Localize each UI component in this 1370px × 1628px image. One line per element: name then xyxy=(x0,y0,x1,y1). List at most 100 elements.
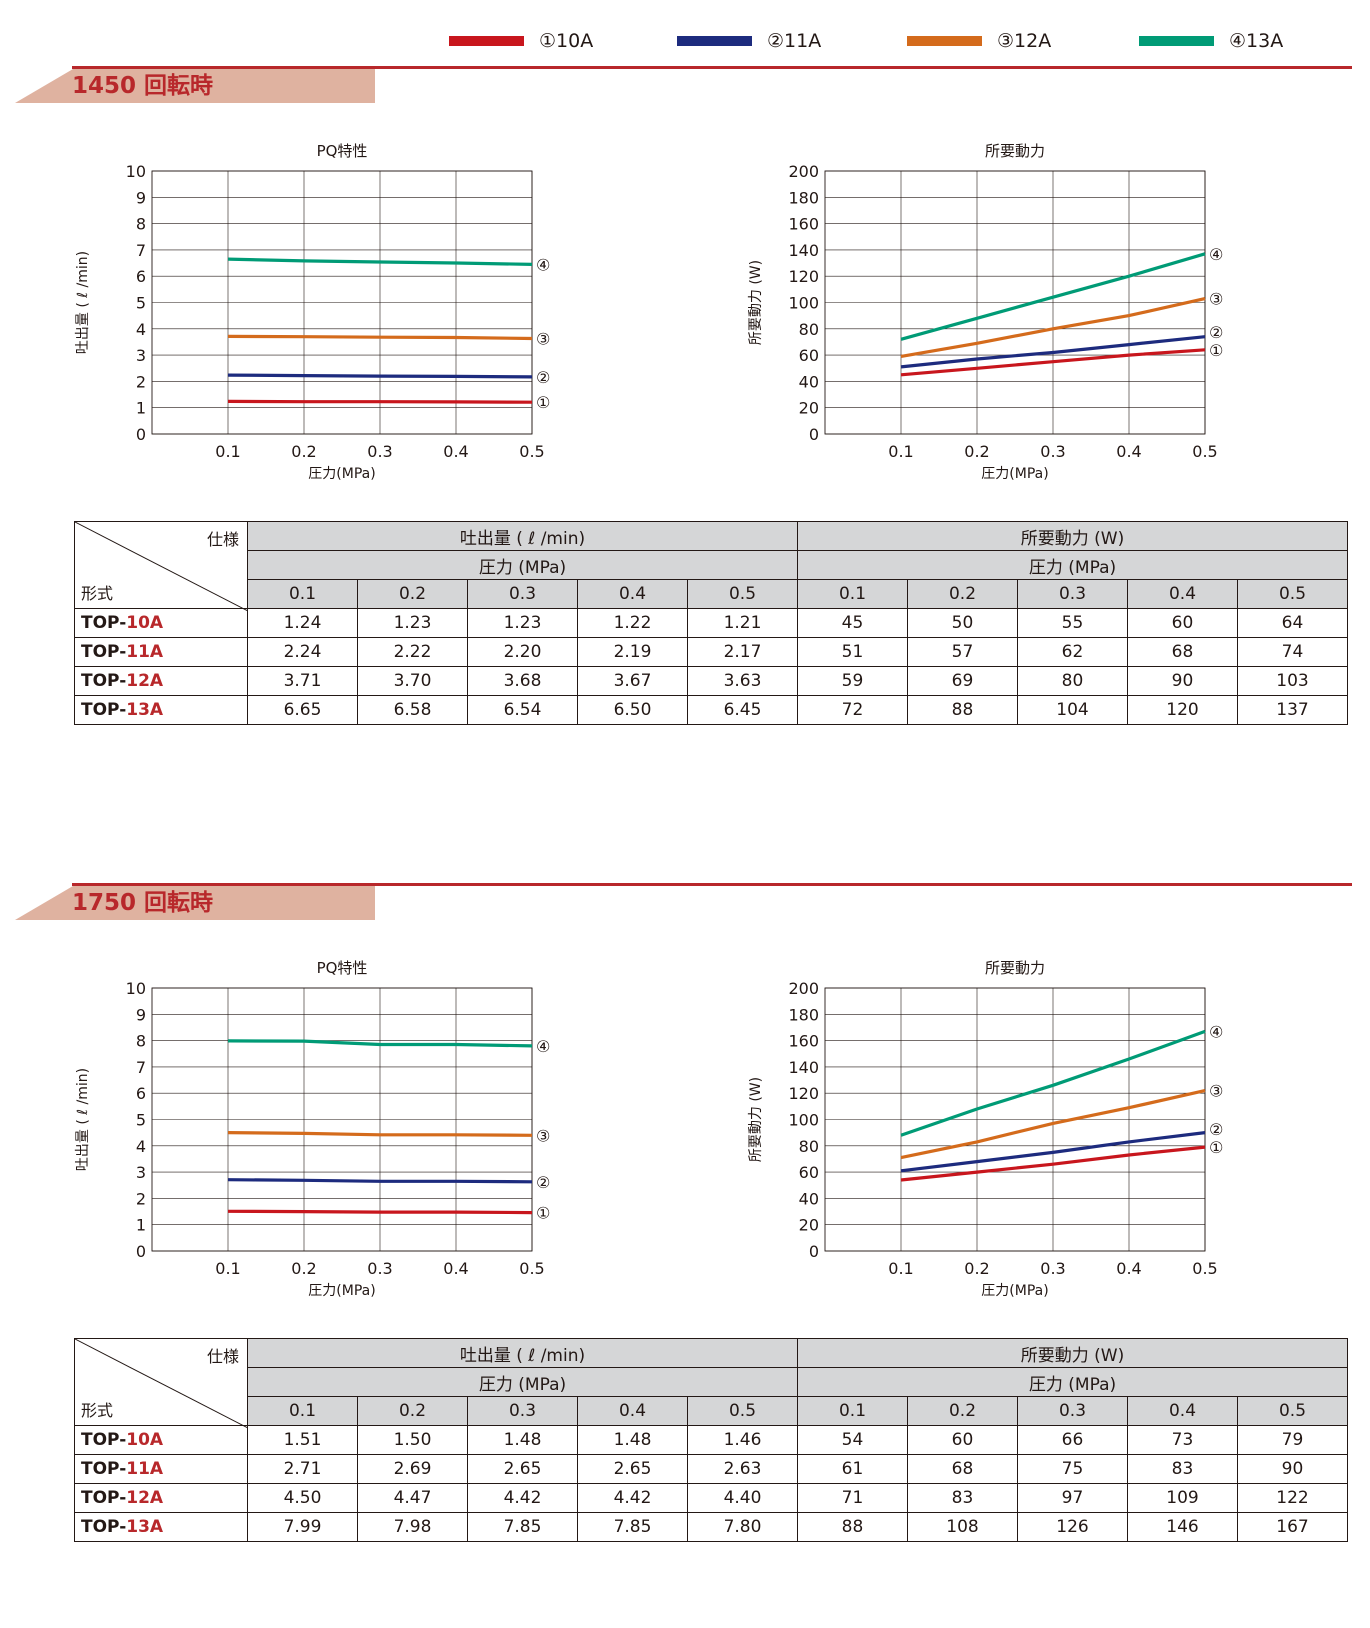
power-value-cell: 109 xyxy=(1127,1483,1238,1513)
plot-frame xyxy=(824,170,1206,435)
legend-swatch xyxy=(907,36,982,46)
y-tick-label: 60 xyxy=(799,346,819,365)
flow-value-cell: 7.85 xyxy=(577,1512,688,1542)
flow-value-cell: 3.68 xyxy=(467,666,578,696)
flow-value-cell: 3.67 xyxy=(577,666,688,696)
power-value-cell: 45 xyxy=(797,608,908,638)
model-prefix: TOP- xyxy=(81,1459,127,1479)
y-tick-label: 20 xyxy=(799,1216,819,1235)
y-tick-label: 3 xyxy=(136,1163,146,1182)
power-value-cell: 61 xyxy=(797,1454,908,1484)
section-tab xyxy=(15,69,375,103)
model-cell: TOP-10A xyxy=(74,1425,248,1455)
x-tick-label: 0.3 xyxy=(1040,1259,1065,1278)
power-value-cell: 59 xyxy=(797,666,908,696)
power-chart: 所要動力 0 20 40 60 80 100 120 140 160 180 200 0.1 0.2 0.3… xyxy=(735,948,1335,1308)
flow-value-cell: 6.54 xyxy=(467,695,578,725)
series-line-1 xyxy=(227,1209,533,1215)
power-value-cell: 90 xyxy=(1237,1454,1348,1484)
flow-value-cell: 1.24 xyxy=(247,608,358,638)
model-prefix: TOP- xyxy=(81,1430,127,1450)
power-value-cell: 68 xyxy=(1127,637,1238,667)
y-tick-label: 140 xyxy=(788,241,819,260)
y-tick-label: 6 xyxy=(136,1084,146,1103)
table-row: TOP-12A 4.50 4.47 4.42 4.42 4.40 71 83 97 109 122 xyxy=(74,1483,1348,1513)
x-axis-label: 圧力(MPa) xyxy=(981,466,1048,482)
series-line-2 xyxy=(227,1178,533,1184)
corner-diagonal xyxy=(75,522,248,611)
legend-label: ②11A xyxy=(767,30,822,52)
legend-swatch xyxy=(677,36,752,46)
model-number: 10A xyxy=(126,1430,164,1450)
power-value-cell: 104 xyxy=(1017,695,1128,725)
power-value-cell: 64 xyxy=(1237,608,1348,638)
power-value-cell: 60 xyxy=(907,1425,1018,1455)
model-cell: TOP-10A xyxy=(74,608,248,638)
power-value-cell: 88 xyxy=(797,1512,908,1542)
power-value-cell: 71 xyxy=(797,1483,908,1513)
flow-value-cell: 6.45 xyxy=(687,695,798,725)
power-value-cell: 80 xyxy=(1017,666,1128,696)
pressure-column-header: 0.4 xyxy=(1127,1396,1238,1426)
y-tick-label: 0 xyxy=(136,425,146,444)
pressure-column-header: 0.1 xyxy=(247,579,358,609)
section-title: 1750 回転時 xyxy=(72,890,214,916)
series-line-1 xyxy=(900,348,1206,377)
section-1750rpm: 1750 回転時 PQ特性 0 1 2 3 4 5 6 7 8 9 10 0.1 0.2 0.3 0.4 0.5… xyxy=(0,883,1370,1628)
legend-label: ③12A xyxy=(997,30,1052,52)
y-tick-label: 6 xyxy=(136,267,146,286)
y-tick-label: 2 xyxy=(136,1189,146,1208)
series-end-label: ③ xyxy=(536,330,550,349)
y-tick-label: 60 xyxy=(799,1163,819,1182)
pressure-column-header: 0.3 xyxy=(1017,579,1128,609)
series-end-label: ② xyxy=(1209,323,1223,342)
flow-value-cell: 6.50 xyxy=(577,695,688,725)
y-tick-label: 8 xyxy=(136,215,146,234)
power-value-cell: 66 xyxy=(1017,1425,1128,1455)
model-prefix: TOP- xyxy=(81,1517,127,1537)
power-value-cell: 167 xyxy=(1237,1512,1348,1542)
y-tick-label: 100 xyxy=(788,1111,819,1130)
model-cell: TOP-13A xyxy=(74,695,248,725)
x-tick-label: 0.2 xyxy=(291,442,316,461)
series-end-label: ④ xyxy=(536,1037,550,1056)
flow-value-cell: 1.51 xyxy=(247,1425,358,1455)
pressure-column-header: 0.3 xyxy=(467,579,578,609)
table-row: TOP-13A 6.65 6.58 6.54 6.50 6.45 72 88 104 120 137 xyxy=(74,695,1348,725)
series-end-label: ① xyxy=(536,393,550,412)
series-line-1 xyxy=(900,1145,1206,1182)
pressure-column-header: 0.2 xyxy=(907,579,1018,609)
x-tick-label: 0.3 xyxy=(367,1259,392,1278)
series-end-label: ② xyxy=(1209,1120,1223,1139)
y-tick-label: 140 xyxy=(788,1058,819,1077)
chart-title: PQ特性 xyxy=(317,142,368,160)
power-value-cell: 83 xyxy=(1127,1454,1238,1484)
flow-value-cell: 4.47 xyxy=(357,1483,468,1513)
flow-value-cell: 7.85 xyxy=(467,1512,578,1542)
power-value-cell: 55 xyxy=(1017,608,1128,638)
x-tick-label: 0.4 xyxy=(1116,442,1141,461)
plot-frame xyxy=(824,987,1206,1252)
pq-chart: PQ特性 0 1 2 3 4 5 6 7 8 9 10 0.1 0.2 0.3 0.4 0.5 圧力(MPa) 吐出… xyxy=(62,131,662,491)
series-line-3 xyxy=(227,334,533,341)
power-value-cell: 69 xyxy=(907,666,1018,696)
power-value-cell: 97 xyxy=(1017,1483,1128,1513)
legend-label: ①10A xyxy=(539,30,594,52)
power-value-cell: 108 xyxy=(907,1512,1018,1542)
y-tick-label: 3 xyxy=(136,346,146,365)
model-number: 13A xyxy=(126,1517,164,1537)
y-tick-label: 9 xyxy=(136,188,146,207)
x-tick-label: 0.3 xyxy=(367,442,392,461)
flow-value-cell: 6.65 xyxy=(247,695,358,725)
x-tick-label: 0.1 xyxy=(215,442,240,461)
flow-value-cell: 7.80 xyxy=(687,1512,798,1542)
series-line-4 xyxy=(227,1039,533,1048)
pressure-column-header: 0.2 xyxy=(907,1396,1018,1426)
flow-value-cell: 2.24 xyxy=(247,637,358,667)
table-corner-cell: 仕様 形式 xyxy=(74,1338,248,1428)
corner-spec-label: 仕様 xyxy=(206,530,239,549)
y-tick-label: 20 xyxy=(799,399,819,418)
y-tick-label: 40 xyxy=(799,372,819,391)
power-value-cell: 75 xyxy=(1017,1454,1128,1484)
corner-diagonal xyxy=(75,1339,248,1428)
